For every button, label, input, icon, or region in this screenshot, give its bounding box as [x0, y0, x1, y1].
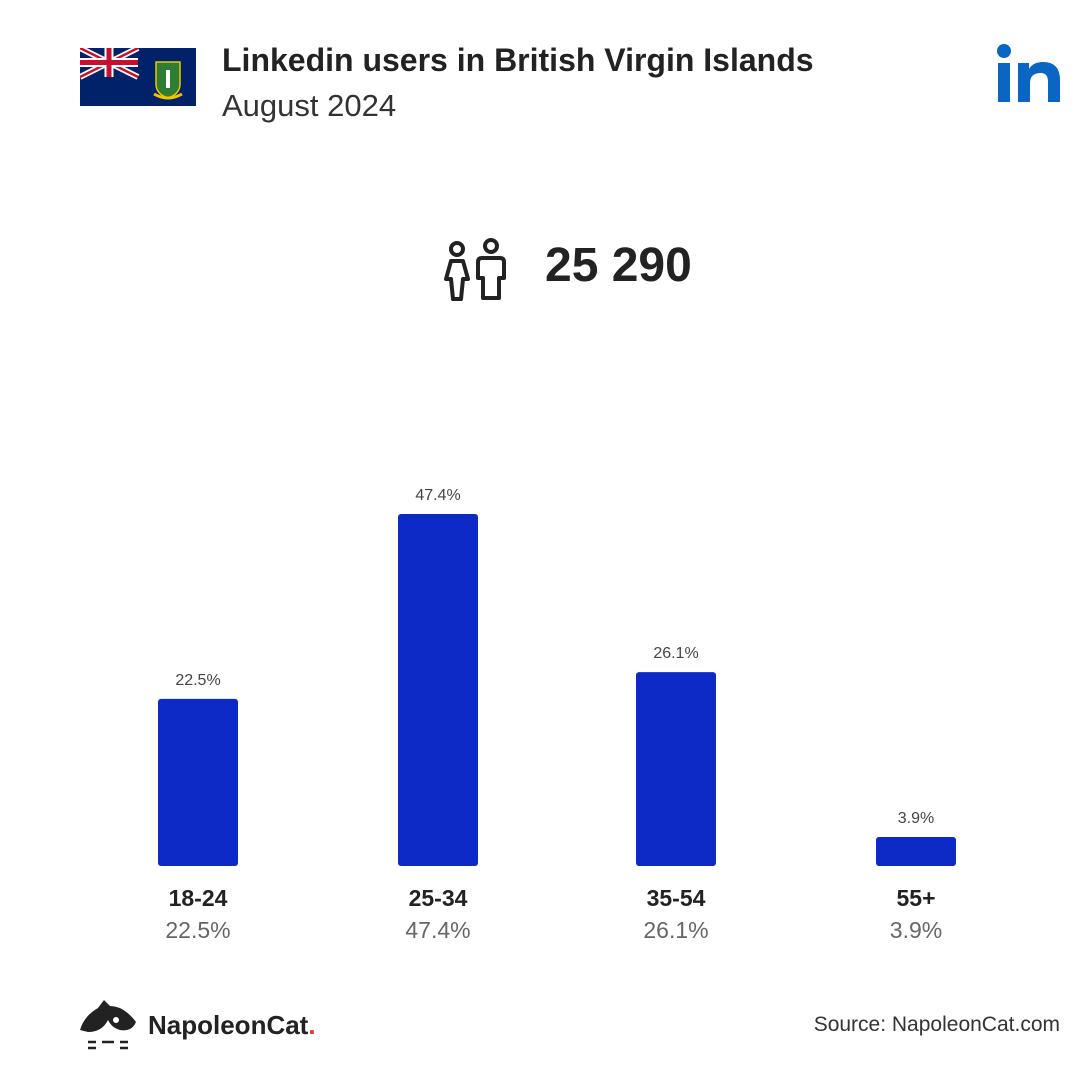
bar-25-34 — [398, 514, 478, 866]
brand-dot: . — [308, 1010, 316, 1040]
users-icon — [444, 238, 506, 301]
category-label: 35-54 — [647, 885, 706, 911]
bar-35-54 — [636, 672, 716, 866]
bar-value-label: 26.1% — [653, 645, 698, 662]
bar-value-label: 3.9% — [898, 810, 934, 827]
bar-value-label: 47.4% — [415, 487, 460, 504]
category-percent-label: 3.9% — [890, 917, 942, 943]
linkedin-logo-icon — [997, 44, 1060, 102]
total-users-value: 25 290 — [545, 239, 692, 292]
category-label: 25-34 — [409, 885, 468, 911]
page-title: Linkedin users in British Virgin Islands — [222, 42, 814, 78]
british-virgin-islands-flag-icon — [80, 48, 196, 106]
bar-18-24 — [158, 698, 238, 866]
napoleoncat-logo-icon — [80, 1000, 136, 1050]
bar-value-label: 22.5% — [175, 672, 220, 689]
napoleoncat-brand: NapoleonCat. — [148, 1010, 316, 1041]
category-label: 55+ — [896, 885, 935, 911]
category-percent-label: 47.4% — [405, 917, 470, 943]
source-note: Source: NapoleonCat.com — [813, 1013, 1060, 1036]
bar-55+ — [876, 837, 956, 866]
category-percent-label: 26.1% — [643, 917, 708, 943]
brand-name: NapoleonCat — [148, 1010, 309, 1040]
category-label: 18-24 — [169, 885, 228, 911]
page-subtitle: August 2024 — [222, 88, 397, 123]
category-percent-label: 22.5% — [165, 917, 230, 943]
